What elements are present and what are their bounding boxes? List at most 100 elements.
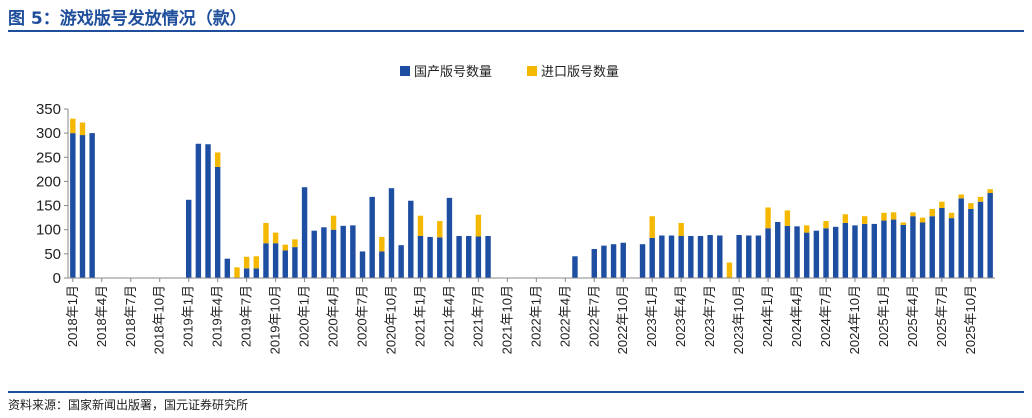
y-tick-label: 300 [36,125,61,142]
bar-domestic [987,193,993,278]
bar-domestic [446,197,453,278]
bar-domestic [388,188,395,278]
bar-import [890,212,897,220]
bar-import [842,214,849,223]
x-tick-label: 2019年10月 [268,285,283,354]
x-tick-label: 2018年1月 [65,285,80,347]
x-tick-label: 2025年1月 [876,285,891,347]
legend-label-import: 进口版号数量 [541,64,619,79]
bar-import [649,216,655,238]
bar-domestic [466,235,472,278]
bar-import [726,262,733,278]
bar-domestic [668,235,675,278]
bar-domestic [890,219,897,278]
bar-domestic [958,198,964,278]
bar-domestic [408,200,414,278]
x-tick-label: 2020年4月 [326,285,341,347]
bar-import [234,267,240,278]
bar-domestic [205,144,211,278]
bar-import [282,244,288,251]
bar-domestic [794,226,800,278]
bar-domestic [282,250,288,278]
bar-domestic [398,245,404,278]
bar-domestic [369,196,375,278]
bar-domestic [427,236,433,278]
legend: 国产版号数量 进口版号数量 [400,64,619,79]
bar-domestic [784,225,791,278]
bar-import [272,232,279,244]
y-tick-label: 0 [53,270,61,287]
bar-domestic [350,225,356,278]
bar-import [939,201,945,208]
bar-import [929,208,935,217]
x-tick-label: 2024年4月 [789,285,804,347]
bar-domestic [707,235,713,278]
bar-import [861,216,868,224]
bar-domestic [948,218,955,278]
x-tick-label: 2018年4月 [94,285,109,347]
bar-domestic [736,235,742,278]
bar-import [765,207,771,229]
bar-domestic [253,268,259,278]
y-tick-label: 50 [44,246,61,263]
figure-title: 图 5：游戏版号发放情况（款） [8,9,247,29]
bar-import [823,221,829,229]
legend-label-domestic: 国产版号数量 [414,64,492,79]
bar-domestic [456,235,462,278]
bar-domestic [359,251,366,278]
bar-domestic [910,216,916,278]
x-tick-label: 2022年1月 [528,285,543,347]
x-tick-label: 2021年1月 [412,285,427,347]
bar-domestic [823,228,829,278]
bar-domestic [688,235,694,278]
x-tick-label: 2023年10月 [731,285,746,354]
x-tick-label: 2023年4月 [673,285,688,347]
x-tick-label: 2019年1月 [181,285,196,347]
bar-domestic [775,221,781,278]
bar-import [70,118,76,134]
footer-divider [8,391,1024,393]
y-tick-label: 200 [36,173,61,190]
legend-swatch-import [527,66,537,76]
bar-domestic [224,258,231,278]
source-note: 资料来源：国家新闻出版署，国元证券研究所 [8,398,249,412]
bar-domestic [939,207,945,278]
bar-domestic [321,227,327,278]
bar-domestic [852,225,858,278]
y-tick-label: 100 [36,222,61,239]
bar-import [900,222,906,225]
bars [70,118,993,278]
bar-domestic [929,216,935,278]
x-tick-label: 2018年10月 [152,285,167,354]
x-tick-label: 2018年7月 [123,285,138,347]
bar-domestic [89,133,95,278]
bar-import [948,212,955,219]
bar-import [881,212,887,221]
bar-import [379,236,385,252]
x-tick-label: 2024年7月 [818,285,833,347]
bar-domestic [968,208,974,278]
title-divider [8,30,1024,32]
x-tick-label: 2019年4月 [210,285,225,347]
bar-domestic [292,247,298,278]
bar-domestic [311,230,317,278]
bar-domestic [340,225,346,278]
bar-domestic [417,235,424,278]
bar-domestic [977,201,984,278]
bar-domestic [301,187,308,278]
bar-import [475,214,482,237]
bar-import [79,122,86,136]
bar-import [417,215,424,236]
bar-domestic [485,235,491,278]
bar-import [977,196,984,202]
bar-domestic [79,135,86,278]
bar-domestic [649,237,655,278]
bar-domestic [601,245,607,278]
bar-domestic [572,256,578,278]
x-tick-label: 2023年1月 [644,285,659,347]
bar-domestic [620,242,626,278]
x-tick-label: 2021年7月 [470,285,485,347]
bar-domestic [765,228,771,278]
bar-domestic [243,268,250,278]
